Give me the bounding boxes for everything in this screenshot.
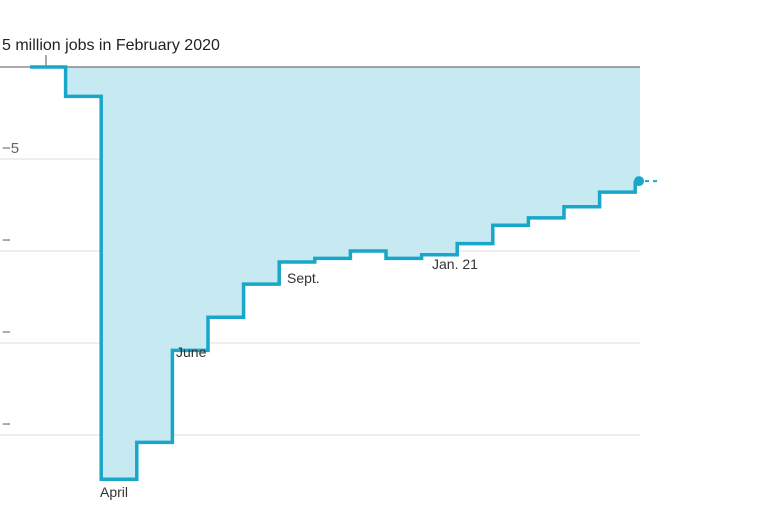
y-tick-label: −5 — [2, 140, 19, 157]
series-line — [30, 65, 637, 481]
annotation-label: Sept. — [287, 270, 320, 286]
end-marker-group — [634, 176, 660, 187]
y-tick-label: − — [2, 416, 11, 433]
area-fill — [65, 67, 641, 480]
annotation-label: June — [176, 344, 207, 360]
reference-label: 5 million jobs in February 2020 — [2, 37, 220, 54]
annotation-layer: April June Sept. Jan. 21 — [100, 256, 478, 500]
annotation-label: Jan. 21 — [432, 256, 478, 272]
y-tick-label: − — [2, 324, 11, 341]
tick-layer: −5 − − − — [2, 140, 19, 433]
y-tick-label: − — [2, 232, 11, 249]
annotation-label: April — [100, 484, 128, 500]
end-point-marker — [634, 176, 644, 187]
